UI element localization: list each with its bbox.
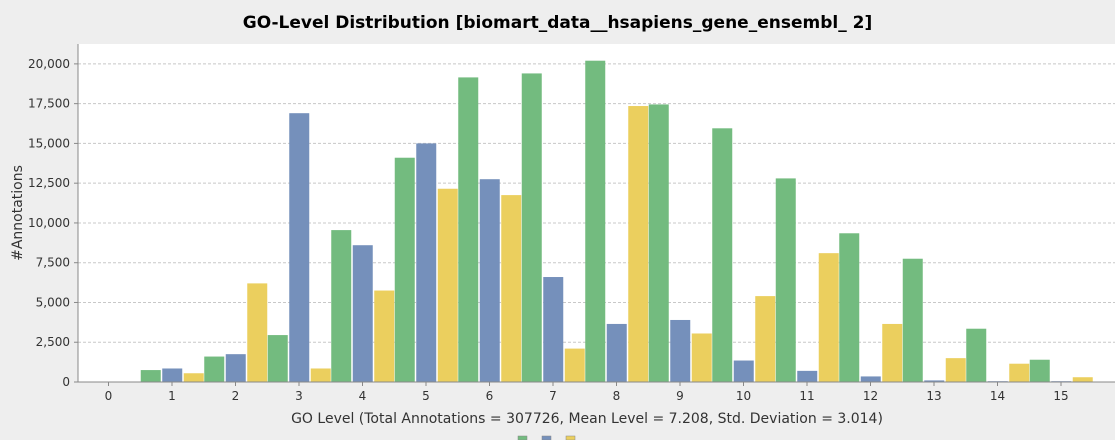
x-tick-label: 14	[990, 389, 1005, 403]
y-tick-label: 5,000	[36, 295, 70, 309]
bar	[247, 283, 268, 382]
x-tick-label: 5	[422, 389, 430, 403]
bar	[437, 188, 458, 382]
y-tick-label: 20,000	[28, 57, 70, 71]
x-tick-label: 15	[1053, 389, 1068, 403]
y-tick-label: 10,000	[28, 216, 70, 230]
bar	[945, 358, 966, 382]
bar	[606, 323, 627, 382]
bars	[140, 60, 1093, 383]
chart-title: GO-Level Distribution [biomart_data__hsa…	[242, 13, 873, 33]
x-tick-label: 7	[549, 389, 557, 403]
x-ticks: 0 1 2 3 4 5 6 7 8 9 10 11 12 13 14 15	[105, 382, 1069, 403]
x-tick-label: 0	[105, 389, 113, 403]
bar	[1029, 359, 1050, 382]
bar	[733, 360, 754, 382]
x-tick-label: 8	[613, 389, 621, 403]
x-tick-label: 12	[863, 389, 878, 403]
bar	[712, 128, 733, 382]
bar	[839, 233, 860, 382]
x-tick-label: 1	[168, 389, 176, 403]
bar	[1072, 377, 1093, 382]
legend-swatch	[541, 435, 552, 440]
bar	[670, 319, 691, 382]
bar	[648, 104, 669, 382]
bar	[543, 277, 564, 382]
x-axis-title: GO Level (Total Annotations = 307726, Me…	[291, 411, 883, 427]
bar	[479, 179, 500, 382]
legend	[517, 435, 576, 440]
bar	[140, 370, 161, 382]
bar	[628, 106, 649, 382]
bar	[289, 113, 310, 383]
legend-swatch	[565, 435, 576, 440]
y-ticks: 0 2,500 5,000 7,500 10,000 12,500 15,000 17,500…	[28, 57, 78, 389]
y-tick-label: 0	[62, 375, 70, 389]
bar	[183, 373, 204, 382]
bar	[860, 376, 881, 382]
bar	[331, 230, 352, 382]
bar	[564, 348, 585, 382]
bar	[902, 258, 923, 382]
bar	[521, 73, 542, 383]
bar	[204, 356, 225, 382]
bar	[501, 195, 522, 382]
bar	[966, 328, 987, 382]
x-tick-label: 10	[736, 389, 751, 403]
bar	[267, 335, 288, 382]
bar	[352, 245, 373, 382]
y-tick-label: 7,500	[36, 256, 70, 270]
bar	[225, 354, 246, 382]
y-tick-label: 17,500	[28, 97, 70, 111]
x-tick-label: 6	[486, 389, 494, 403]
bar	[458, 77, 479, 383]
y-axis-title: #Annotations	[10, 165, 26, 261]
bar	[416, 143, 437, 382]
bar	[374, 290, 395, 382]
x-tick-label: 4	[359, 389, 367, 403]
x-tick-label: 2	[232, 389, 240, 403]
y-tick-label: 12,500	[28, 176, 70, 190]
bar	[162, 368, 183, 382]
bar	[818, 253, 839, 382]
bar	[797, 370, 818, 382]
bar	[691, 333, 712, 382]
bar	[585, 60, 606, 383]
x-tick-label: 11	[799, 389, 814, 403]
bar	[394, 157, 415, 382]
bar	[882, 323, 903, 382]
x-tick-label: 9	[676, 389, 684, 403]
x-tick-label: 13	[926, 389, 941, 403]
legend-swatch	[517, 435, 528, 440]
bar	[310, 368, 331, 382]
y-tick-label: 15,000	[28, 136, 70, 150]
axes	[77, 44, 1115, 383]
y-tick-label: 2,500	[36, 335, 70, 349]
bar	[924, 380, 945, 382]
bar	[775, 178, 796, 382]
x-tick-label: 3	[295, 389, 303, 403]
bar	[1009, 363, 1030, 382]
bar	[755, 296, 776, 382]
